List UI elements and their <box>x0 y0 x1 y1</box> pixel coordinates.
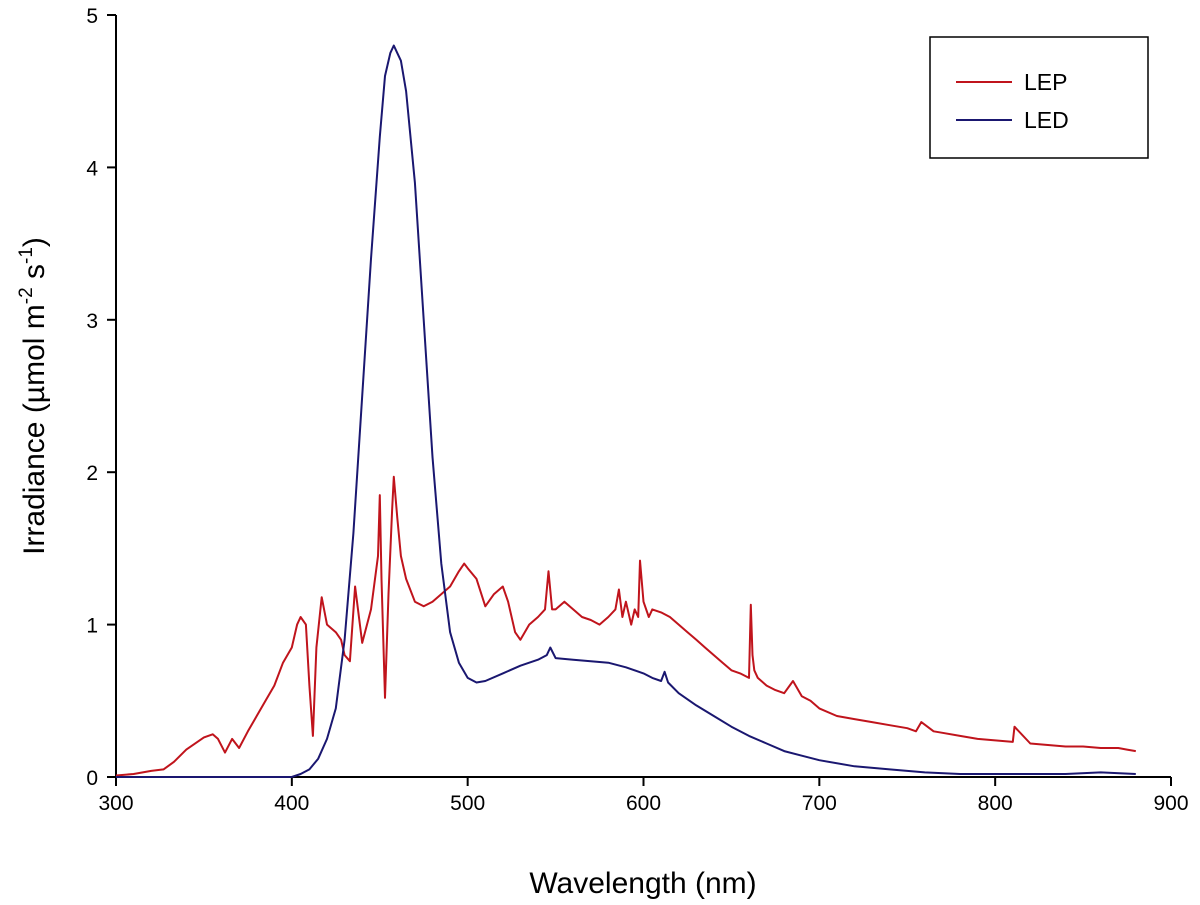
legend-label-led: LED <box>1024 107 1069 133</box>
x-ticks: 300 400 500 600 700 800 900 <box>98 777 1189 815</box>
legend-box <box>929 36 1149 159</box>
y-axis-title-mid: s <box>18 264 51 287</box>
y-tick-label: 2 <box>86 462 98 485</box>
legend: LEP LED <box>929 36 1149 159</box>
y-tick-label: 3 <box>86 310 98 333</box>
y-axis-title-sup1: -2 <box>16 287 37 304</box>
y-tick-label: 1 <box>86 615 98 638</box>
series-line-lep <box>115 475 1136 777</box>
y-tick-label: 5 <box>86 5 98 28</box>
x-tick-label: 900 <box>1153 792 1188 815</box>
y-axis-title-main: Irradiance (µmol m <box>18 304 51 555</box>
series-layer <box>115 44 1136 778</box>
y-axis-title-end: ) <box>18 237 51 247</box>
y-ticks: 0 1 2 3 4 5 <box>86 5 116 790</box>
x-tick-label: 700 <box>802 792 837 815</box>
x-tick-label: 800 <box>978 792 1013 815</box>
x-tick-label: 600 <box>626 792 661 815</box>
y-axis-title: Irradiance (µmol m-2 s-1) <box>16 237 51 555</box>
x-tick-label: 500 <box>450 792 485 815</box>
y-tick-label: 4 <box>86 157 98 180</box>
x-tick-label: 300 <box>98 792 133 815</box>
x-axis-title: Wavelength (nm) <box>529 867 756 900</box>
y-axis-title-sup2: -1 <box>16 247 37 264</box>
y-tick-label: 0 <box>86 767 98 790</box>
legend-label-lep: LEP <box>1024 69 1067 95</box>
x-tick-label: 400 <box>274 792 309 815</box>
series-line-led <box>116 44 1136 778</box>
